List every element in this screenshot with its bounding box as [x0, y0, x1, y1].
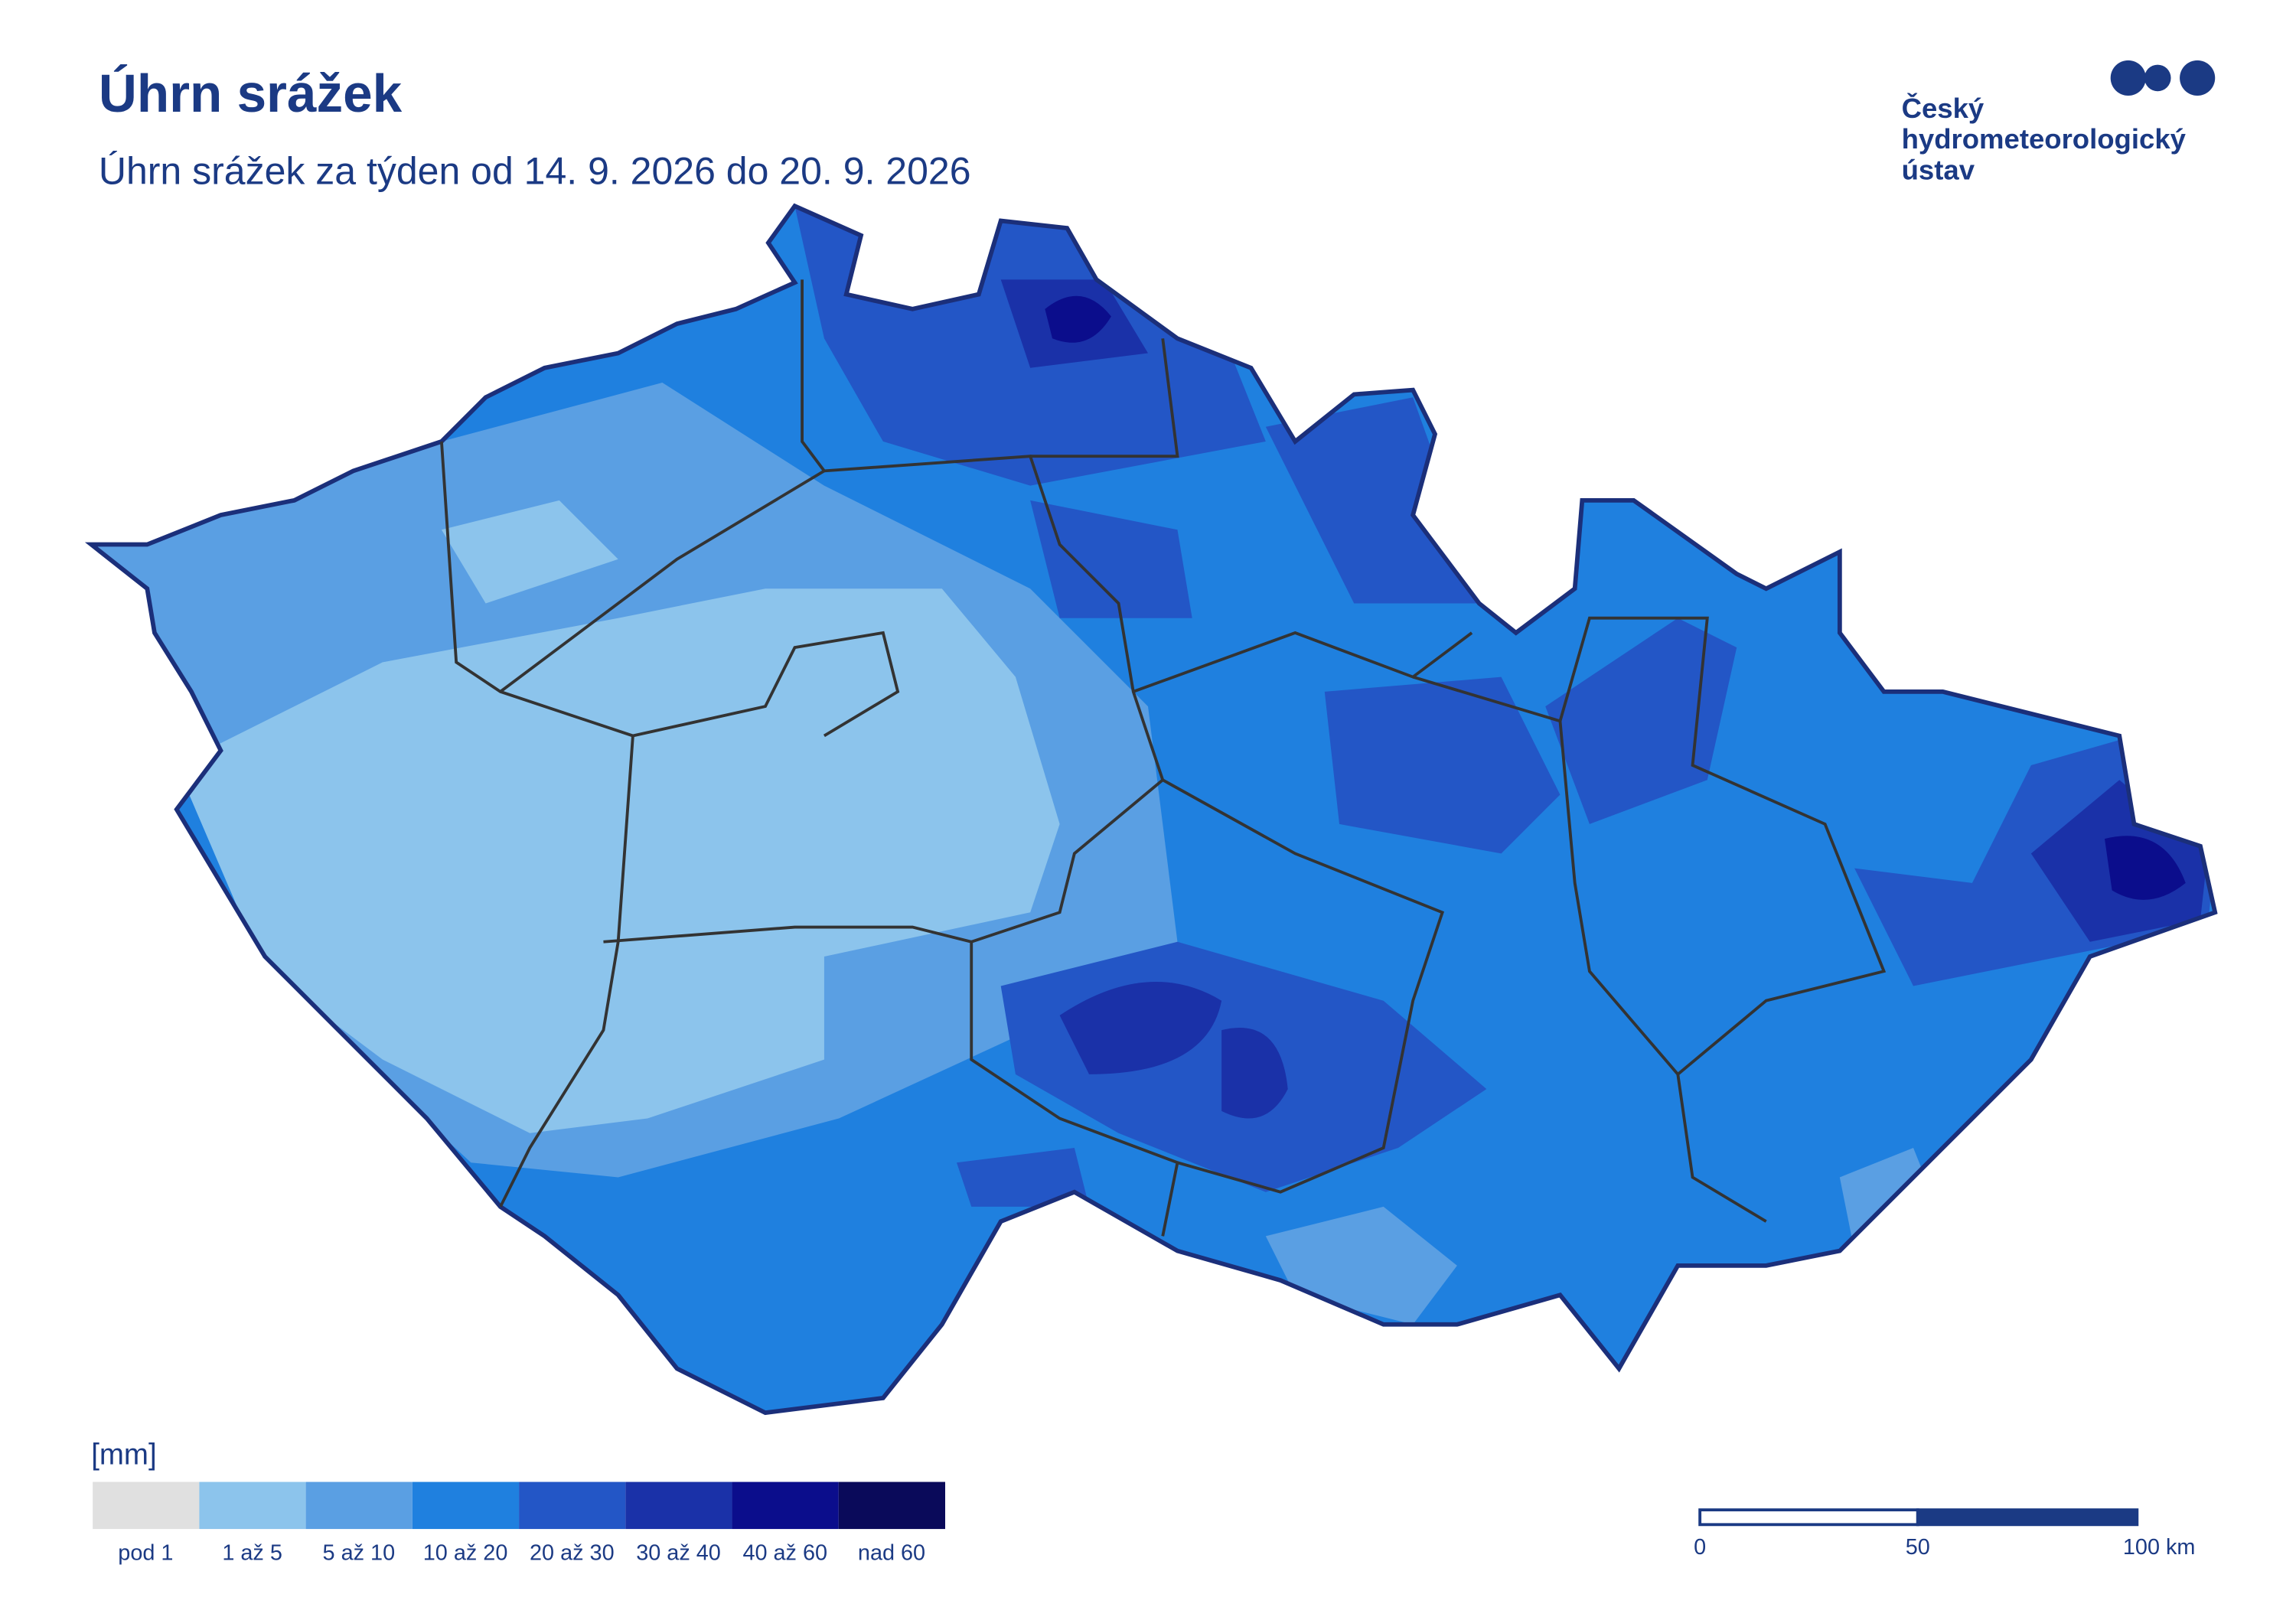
precipitation-zone	[1324, 676, 1561, 854]
legend-swatch	[199, 1482, 306, 1530]
legend-swatch	[838, 1482, 945, 1530]
scale-bar: 0 50 100 km	[1694, 1508, 2196, 1560]
logo-text: Český	[1902, 92, 1985, 124]
legend-label: 30 až 40	[636, 1540, 721, 1565]
scale-segment	[1916, 1508, 2139, 1527]
legend-label: 10 až 20	[423, 1540, 508, 1565]
precipitation-zone	[1045, 295, 1111, 343]
precipitation-zone	[1221, 1027, 1288, 1119]
legend-swatch	[412, 1482, 520, 1530]
legend-swatch	[93, 1482, 200, 1530]
legend-swatch	[519, 1482, 626, 1530]
legend-label: 20 až 30	[530, 1540, 615, 1565]
map-subtitle: Úhrn srážek za týden od 14. 9. 2026 do 2…	[99, 149, 971, 192]
logo: Český hydrometeorologický ústav	[1902, 60, 2216, 186]
logo-dot	[2180, 60, 2216, 96]
legend: pod 1 1 až 5 5 až 10 10 až 20 20 až 30 30 až …	[93, 1482, 945, 1565]
precipitation-zone	[441, 500, 618, 604]
precipitation-zone	[1059, 981, 1222, 1074]
precipitation-zone	[957, 1148, 1090, 1207]
map-title: Úhrn srážek	[99, 64, 403, 123]
precipitation-zone	[176, 588, 1060, 1133]
scale-segment	[1698, 1508, 1919, 1527]
logo-text: ústav	[1902, 155, 1975, 186]
legend-label: 40 až 60	[742, 1540, 827, 1565]
scale-label: 100 km	[2123, 1535, 2196, 1560]
precipitation-zone	[1030, 500, 1192, 618]
precipitation-zone	[2105, 836, 2186, 900]
legend-label: nad 60	[858, 1540, 925, 1565]
scale-label: 0	[1694, 1535, 1706, 1560]
region-borders	[440, 279, 1887, 1237]
legend-label: 5 až 10	[323, 1540, 396, 1565]
legend-swatch	[732, 1482, 839, 1530]
legend-swatch	[305, 1482, 413, 1530]
logo-text: hydrometeorologický	[1902, 123, 2187, 155]
legend-swatch	[625, 1482, 732, 1530]
logo-dot	[2144, 64, 2171, 92]
legend-label: 1 až 5	[222, 1540, 282, 1565]
legend-label: pod 1	[118, 1540, 173, 1565]
legend-unit: [mm]	[91, 1438, 156, 1471]
precipitation-zone	[1545, 618, 1737, 824]
scale-label: 50	[1906, 1535, 1930, 1560]
logo-dot	[2110, 60, 2146, 96]
